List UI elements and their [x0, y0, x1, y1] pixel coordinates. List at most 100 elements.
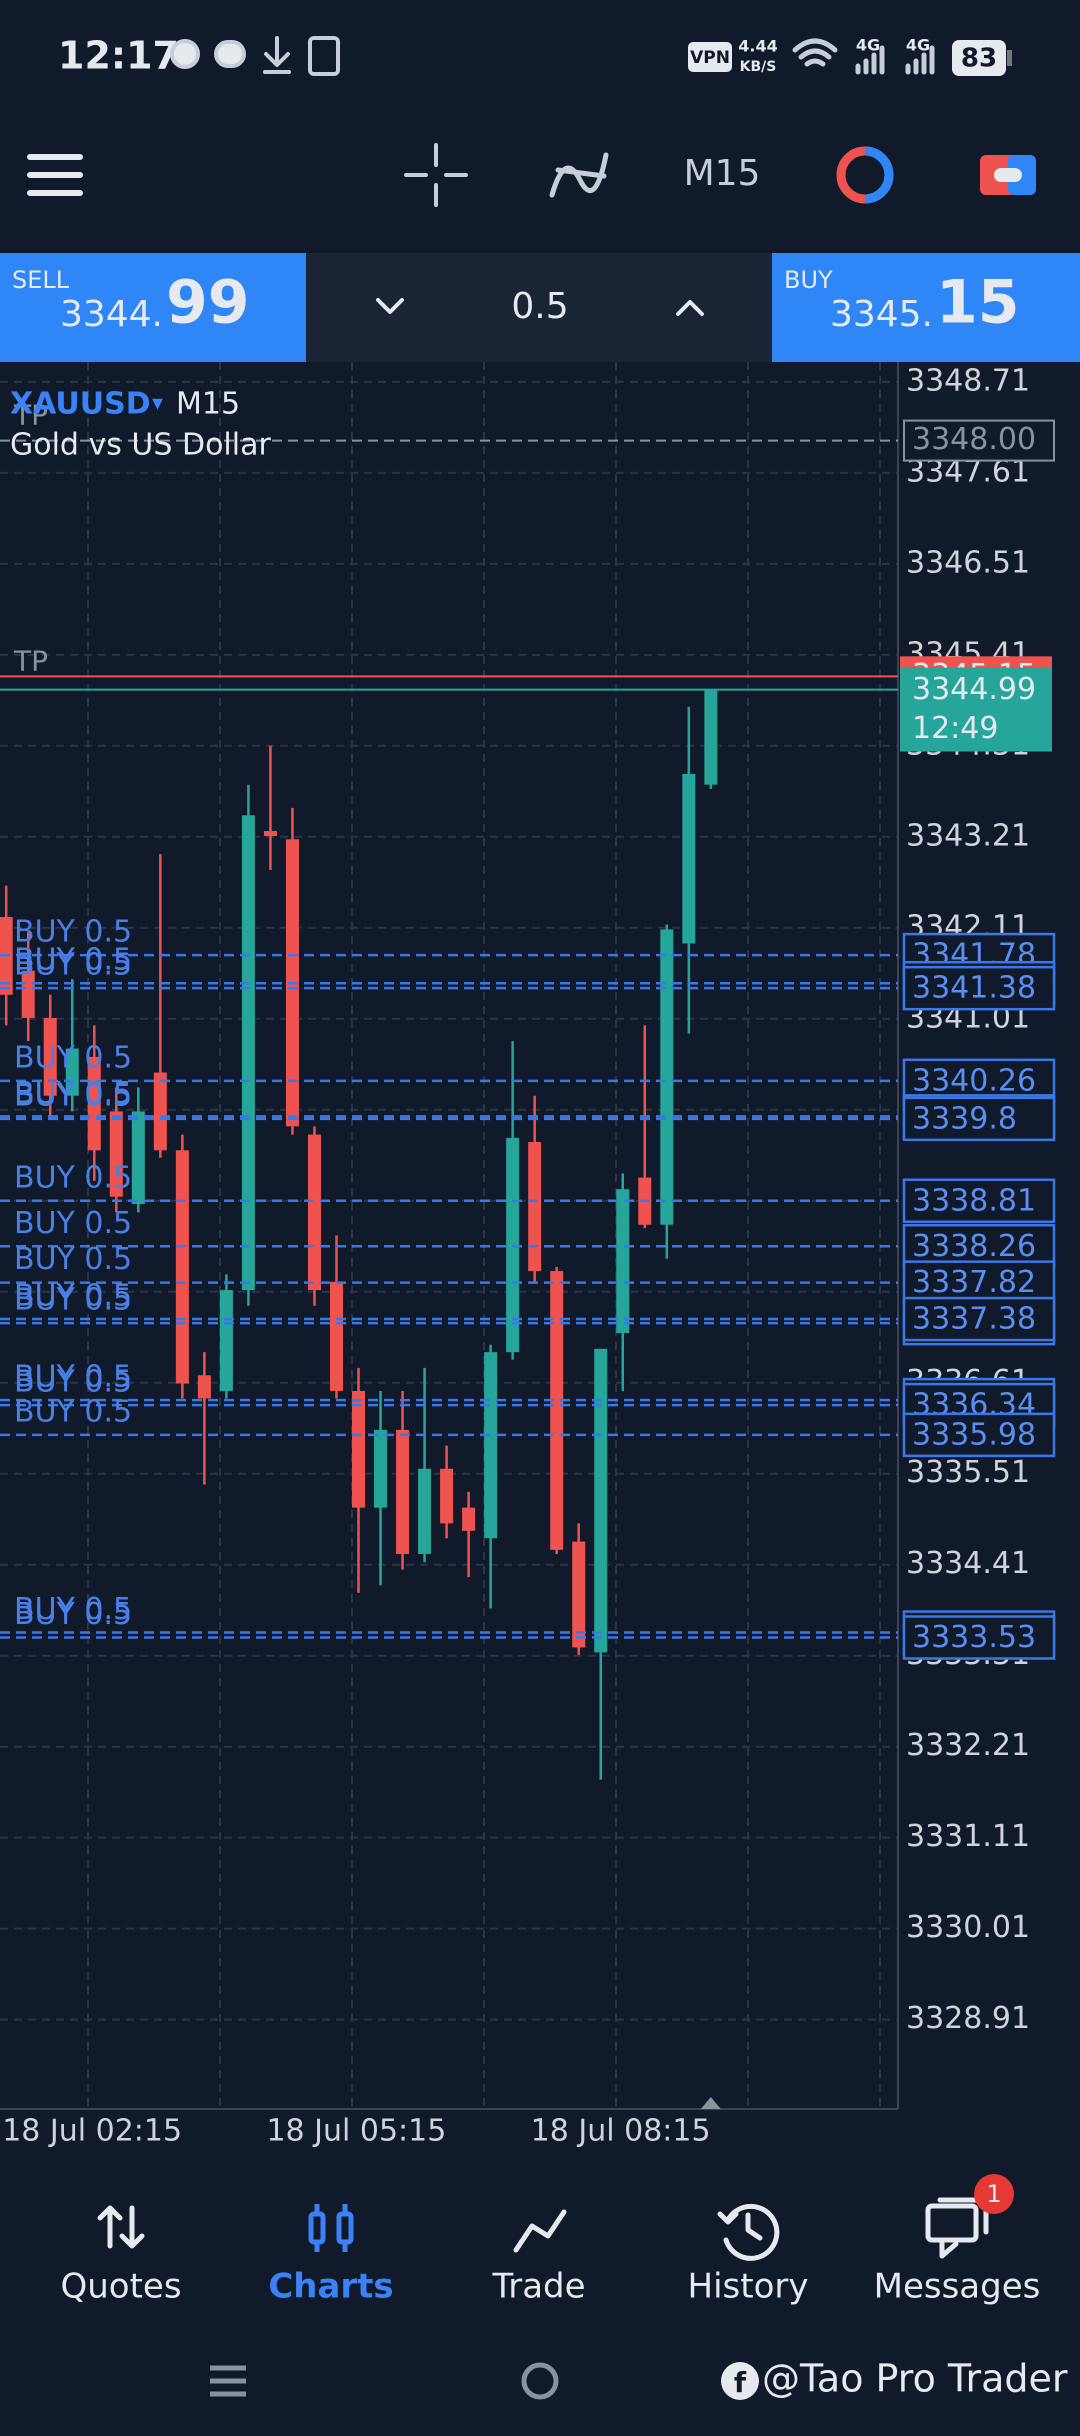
history-icon — [717, 2203, 780, 2261]
candle-body — [109, 1111, 123, 1197]
indicators-button[interactable] — [549, 152, 609, 198]
order-label: BUY 0.5 — [14, 948, 132, 983]
buy-button[interactable] — [772, 253, 1080, 362]
chart-timeframe: M15 — [176, 387, 240, 422]
nav-item[interactable]: Charts — [268, 2267, 393, 2307]
objects-button[interactable] — [836, 146, 894, 204]
x-tick-label: 18 Jul 08:15 — [531, 2114, 711, 2149]
order-price: 3338.26 — [912, 1229, 1036, 1264]
sell-price: 3344. — [60, 294, 163, 335]
clock: 12:17 — [58, 34, 179, 78]
order-price-box — [902, 1178, 1056, 1224]
network-1: 4G — [856, 36, 880, 55]
order-label: BUY 0.5 — [14, 1597, 132, 1632]
nav-item[interactable]: Messages — [874, 2267, 1041, 2307]
nav-item[interactable]: Quotes — [60, 2267, 181, 2307]
y-tick-label: 3343.21 — [906, 818, 1030, 853]
candle-body — [682, 773, 696, 944]
volume-down[interactable] — [376, 298, 404, 314]
chart: 3348.713347.613346.513345.413344.313343.… — [0, 362, 1056, 2149]
candle-body — [440, 1468, 454, 1524]
signal-2 — [905, 45, 935, 75]
candle-body — [484, 1352, 498, 1539]
order-price: 3333.53 — [912, 1620, 1036, 1655]
order-label: BUY 0.5 — [14, 1394, 132, 1429]
menu-button[interactable] — [27, 154, 83, 196]
volume[interactable]: 0.5 — [511, 286, 568, 327]
candle-body — [352, 1391, 366, 1508]
tp-price-box — [903, 419, 1055, 462]
candle-body — [528, 1142, 542, 1272]
vpn-badge — [688, 42, 732, 72]
order-label: BUY 0.5 — [14, 1160, 132, 1195]
y-tick-label: 3346.51 — [906, 545, 1030, 580]
y-tick-label: 3348.71 — [906, 363, 1030, 398]
y-tick-label: 3328.91 — [906, 2001, 1030, 2036]
bid-price: 3344.99 — [912, 672, 1036, 707]
candle-body — [65, 1048, 79, 1096]
status-bar: 12:17 VPN 4.44 KB/S 4G 4G 83 — [58, 34, 1012, 78]
symbol-arrow: ▾ — [152, 391, 163, 416]
signal-1 — [855, 45, 885, 75]
crosshair-button[interactable] — [404, 143, 468, 207]
order-label: BUY 0.5 — [14, 943, 132, 978]
ask-tp-label: TP — [13, 644, 48, 677]
y-tick-label: 3331.11 — [906, 1819, 1030, 1854]
toolbar: M15 — [27, 143, 1036, 207]
nav-item[interactable]: History — [688, 2267, 809, 2307]
candle-body — [396, 1429, 410, 1554]
nav-item[interactable]: Trade — [491, 2267, 585, 2307]
volume-up[interactable] — [676, 300, 704, 316]
x-tick-label: 18 Jul 05:15 — [266, 2114, 446, 2149]
trade-panel: SELL 3344. 99 0.5 BUY 3345. 15 — [0, 253, 1080, 362]
order-price-box — [902, 1615, 1056, 1660]
sell-button[interactable] — [0, 253, 306, 362]
y-tick-label: 3334.41 — [906, 1546, 1030, 1581]
scroll-marker — [700, 2097, 721, 2109]
tp-price: 3348.00 — [912, 422, 1036, 457]
order-price: 3339.8 — [912, 1101, 1017, 1136]
candle-body — [462, 1507, 476, 1531]
symbol: XAUUSD — [10, 387, 151, 422]
candle-body — [131, 1111, 145, 1205]
battery — [952, 40, 1006, 76]
charts-icon — [308, 2204, 354, 2252]
net-speed-unit: KB/S — [740, 59, 777, 75]
candle-body — [572, 1541, 586, 1648]
candle-body — [330, 1281, 343, 1392]
order-price-box — [902, 1412, 1056, 1458]
trade-button[interactable] — [980, 155, 1036, 195]
order-label: BUY 0.5 — [14, 1283, 132, 1318]
watermark: @Tao Pro Trader — [762, 2357, 1068, 2401]
order-label: BUY 0.5 — [14, 1592, 132, 1627]
order-price: 3337.82 — [912, 1265, 1036, 1300]
net-speed: 4.44 — [738, 37, 777, 56]
quotes-icon — [97, 2205, 145, 2249]
watermark-logo — [721, 2362, 759, 2400]
order-label: BUY 0.5 — [14, 915, 132, 950]
order-label: BUY 0.5 — [14, 1365, 132, 1400]
candle-body — [704, 689, 718, 785]
vpn: VPN — [690, 48, 730, 68]
candle-body — [153, 1072, 167, 1151]
order-price: 3340.26 — [912, 1063, 1036, 1098]
bid-countdown: 12:49 — [912, 711, 998, 746]
candle-body — [594, 1348, 608, 1653]
sell-label: SELL — [12, 266, 70, 294]
candle-body — [43, 1017, 57, 1096]
order-label: BUY 0.5 — [14, 1078, 132, 1113]
badge-count: 1 — [986, 2180, 1001, 2208]
order-label: BUY 0.5 — [14, 1206, 132, 1241]
timeframe-button[interactable]: M15 — [684, 153, 761, 194]
network-2: 4G — [906, 36, 930, 55]
order-price-box — [902, 1096, 1056, 1142]
symbol-description: Gold vs US Dollar — [10, 428, 271, 463]
system-home[interactable] — [521, 2362, 559, 2400]
y-tick-label: 3335.51 — [906, 1455, 1030, 1490]
candle-body — [550, 1271, 564, 1550]
order-label: BUY 0.5 — [14, 1279, 132, 1314]
system-recents[interactable] — [210, 2365, 246, 2397]
candle-body — [219, 1290, 233, 1392]
order-price-box — [902, 965, 1056, 1011]
